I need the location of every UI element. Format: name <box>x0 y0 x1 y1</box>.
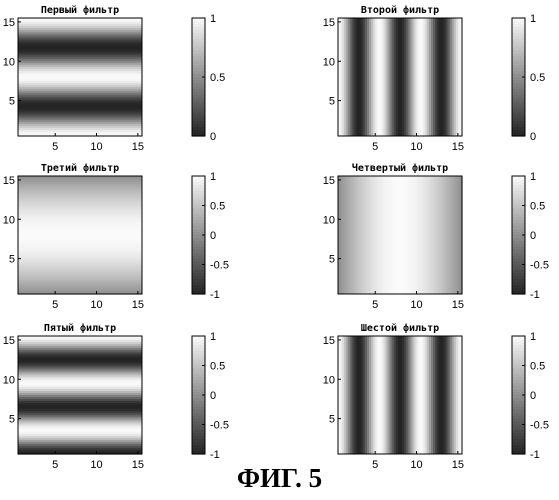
colorbar-tick-label: 0.5 <box>530 361 545 373</box>
heatmap-image <box>18 336 142 455</box>
colorbar-tick-label: -0.5 <box>530 420 549 432</box>
y-tick-label: 5 <box>9 96 15 108</box>
colorbar: 00.51 <box>192 13 225 143</box>
filter-panel-3: Третий фильтр 5 10 15 5 10 15 -1 -0.5 0 0.5 1 <box>3 162 229 311</box>
colorbar-tick-label: -0.5 <box>210 420 229 432</box>
filter-panel-5: Пятый фильтр5101551015-1-0.500.51 <box>3 322 229 471</box>
y-tick-label: 10 <box>3 374 15 386</box>
plot-title: Четвертый фильтр <box>352 162 448 174</box>
y-tick-label: 5 <box>329 414 335 426</box>
colorbar-tick-label: 0 <box>210 390 216 402</box>
colorbar: -1 -0.5 0 0.5 1 <box>192 331 229 461</box>
filter-panel-2: Второй фильтр510155101500.51 <box>323 4 546 153</box>
colorbar: -1 -0.5 0 0.5 1 <box>512 171 549 301</box>
colorbar-tick-label: 0 <box>210 230 216 242</box>
plot-title: Шестой фильтр <box>361 322 439 334</box>
plot-title: Первый фильтр <box>41 4 119 16</box>
y-tick-label: 10 <box>323 374 335 386</box>
colorbar-tick-label: 0.5 <box>210 201 225 213</box>
colorbar-tick-label: 0.5 <box>210 72 225 84</box>
heatmap-image <box>338 336 463 454</box>
x-tick-label: 5 <box>52 299 58 311</box>
colorbar-tick-label: -1 <box>210 449 220 461</box>
x-tick-label: 5 <box>372 141 378 153</box>
y-tick-label: 5 <box>9 414 15 426</box>
heatmap-image <box>18 176 142 295</box>
y-tick-label: 15 <box>3 335 15 347</box>
colorbar: -1 -0.5 0 0.5 1 <box>512 331 549 461</box>
colorbar-tick-label: -0.5 <box>530 260 549 272</box>
y-tick-label: 10 <box>323 214 335 226</box>
colorbar: -1 -0.5 0 0.5 1 <box>192 171 229 301</box>
colorbar-tick-label: 0 <box>530 131 536 143</box>
x-tick-label: 15 <box>452 299 464 311</box>
y-tick-label: 10 <box>323 56 335 68</box>
x-tick-label: 10 <box>410 141 422 153</box>
x-tick-label: 10 <box>90 299 102 311</box>
colorbar-tick-label: 0.5 <box>210 361 225 373</box>
colorbar-tick-label: 0 <box>530 390 536 402</box>
heatmap-image <box>338 176 463 294</box>
colorbar-tick-label: -0.5 <box>210 260 229 272</box>
figure-caption: ФИГ. 5 <box>0 463 559 494</box>
y-tick-label: 15 <box>3 17 15 29</box>
y-tick-label: 15 <box>3 175 15 187</box>
plot-title: Второй фильтр <box>361 4 439 16</box>
y-tick-label: 10 <box>3 56 15 68</box>
colorbar-tick-label: -1 <box>530 289 540 301</box>
colorbar-tick-label: 0.5 <box>530 72 545 84</box>
y-tick-label: 5 <box>329 96 335 108</box>
colorbar-tick-label: -1 <box>530 449 540 461</box>
filter-panel-1: Первый фильтр510155101500.51 <box>3 4 226 153</box>
y-tick-label: 15 <box>323 175 335 187</box>
colorbar-tick-label: 0.5 <box>530 201 545 213</box>
x-tick-label: 15 <box>132 141 144 153</box>
filter-panel-4: Четвертый фильтр 5 10 15 5 10 15 -1 -0.5 0 0.5 1 <box>323 162 549 311</box>
y-tick-label: 10 <box>3 214 15 226</box>
y-tick-label: 5 <box>329 254 335 266</box>
colorbar-tick-label: 1 <box>210 171 216 183</box>
colorbar-tick-label: 1 <box>530 331 536 343</box>
x-tick-label: 15 <box>452 141 464 153</box>
colorbar-tick-label: 1 <box>210 13 216 25</box>
filter-panel-6: Шестой фильтр5101551015-1-0.500.51 <box>323 322 549 471</box>
x-tick-label: 5 <box>52 141 58 153</box>
colorbar: 00.51 <box>512 13 545 143</box>
x-tick-label: 10 <box>410 299 422 311</box>
plot-title: Третий фильтр <box>41 162 119 174</box>
y-tick-label: 15 <box>323 335 335 347</box>
colorbar-tick-label: -1 <box>210 289 220 301</box>
colorbar-tick-label: 0 <box>210 131 216 143</box>
x-tick-label: 10 <box>90 141 102 153</box>
heatmap-image <box>18 18 142 137</box>
colorbar-tick-label: 1 <box>530 171 536 183</box>
x-tick-label: 15 <box>132 299 144 311</box>
colorbar-tick-label: 1 <box>210 331 216 343</box>
plot-title: Пятый фильтр <box>44 322 116 334</box>
x-tick-label: 5 <box>372 299 378 311</box>
colorbar-tick-label: 1 <box>530 13 536 25</box>
y-tick-label: 15 <box>323 17 335 29</box>
y-tick-label: 5 <box>9 254 15 266</box>
heatmap-image <box>338 18 463 136</box>
colorbar-tick-label: 0 <box>530 230 536 242</box>
